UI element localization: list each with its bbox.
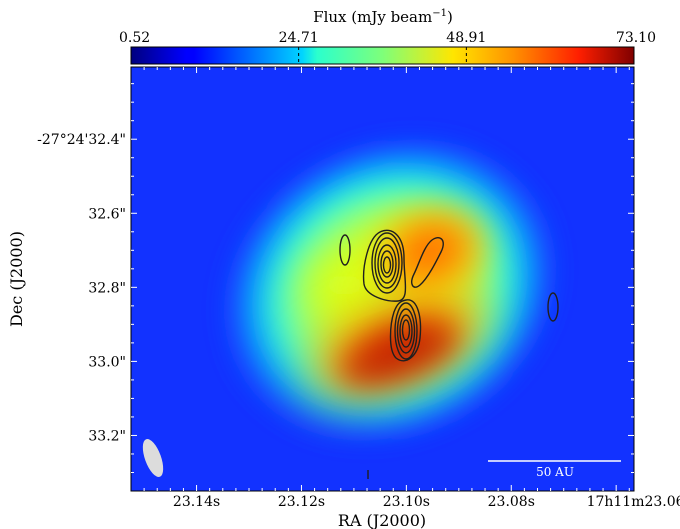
contour-north-source	[374, 237, 400, 289]
colorbar-tick-label: 73.10	[616, 30, 656, 46]
colorbar-ticks: 0.52 24.71 48.91 73.10	[119, 30, 656, 64]
contour-northeast-arc	[411, 236, 444, 288]
x-axis-tick-label: 17h11m23.06s	[587, 494, 680, 510]
plot-frame	[130, 66, 635, 492]
contour-south-source-outer	[389, 299, 422, 362]
colorbar-label-close: )	[447, 8, 453, 26]
colorbar: Flux (mJy beam−1) 0.52 24.71 48.91 73.10	[119, 8, 656, 65]
colorbar-tick-label: 0.52	[119, 30, 150, 46]
contour-east	[547, 292, 559, 322]
x-axis-label: RA (J2000)	[338, 511, 426, 529]
x-axis-tick-label: 23.12s	[278, 494, 325, 510]
contour-north-source	[380, 250, 394, 278]
colorbar-tick-label: 48.91	[446, 30, 486, 46]
y-axis-tick-label: 33.0"	[88, 354, 126, 370]
x-axis-tick-label: 23.10s	[383, 494, 430, 510]
contour-south-source	[394, 302, 418, 360]
contour-north-source	[382, 256, 392, 274]
y-axis-tick-label: -27°24'32.4"	[37, 132, 126, 148]
contour-south-source	[396, 308, 416, 354]
axis-ticks: 23.14s 23.12s 23.10s 23.08s 17h11m23.06s -27°…	[37, 67, 680, 510]
contours	[339, 229, 559, 479]
y-axis-tick-label: 32.8"	[88, 280, 126, 296]
contour-south-source	[401, 319, 411, 341]
beam-ellipse	[142, 439, 164, 477]
scale-bar-label: 50 AU	[536, 465, 574, 479]
colorbar-tick-label: 24.71	[279, 30, 319, 46]
contour-north-source	[377, 244, 397, 284]
colorbar-label-exponent: −1	[432, 8, 447, 19]
contour-west	[339, 234, 351, 266]
contour-north-source-outer	[362, 229, 407, 302]
contour-north-source	[371, 232, 403, 294]
y-axis-tick-label: 33.2"	[88, 428, 126, 444]
x-axis-tick-label: 23.08s	[488, 494, 535, 510]
y-axis-tick-label: 32.6"	[88, 206, 126, 222]
x-axis-tick-label: 23.14s	[173, 494, 220, 510]
heatmap-image: 50 AU	[131, 67, 634, 491]
colorbar-gradient	[130, 46, 635, 65]
y-axis-label: Dec (J2000)	[7, 231, 26, 327]
colorbar-label: Flux (mJy beam−1)	[313, 8, 453, 26]
contour-south-source	[399, 314, 413, 348]
